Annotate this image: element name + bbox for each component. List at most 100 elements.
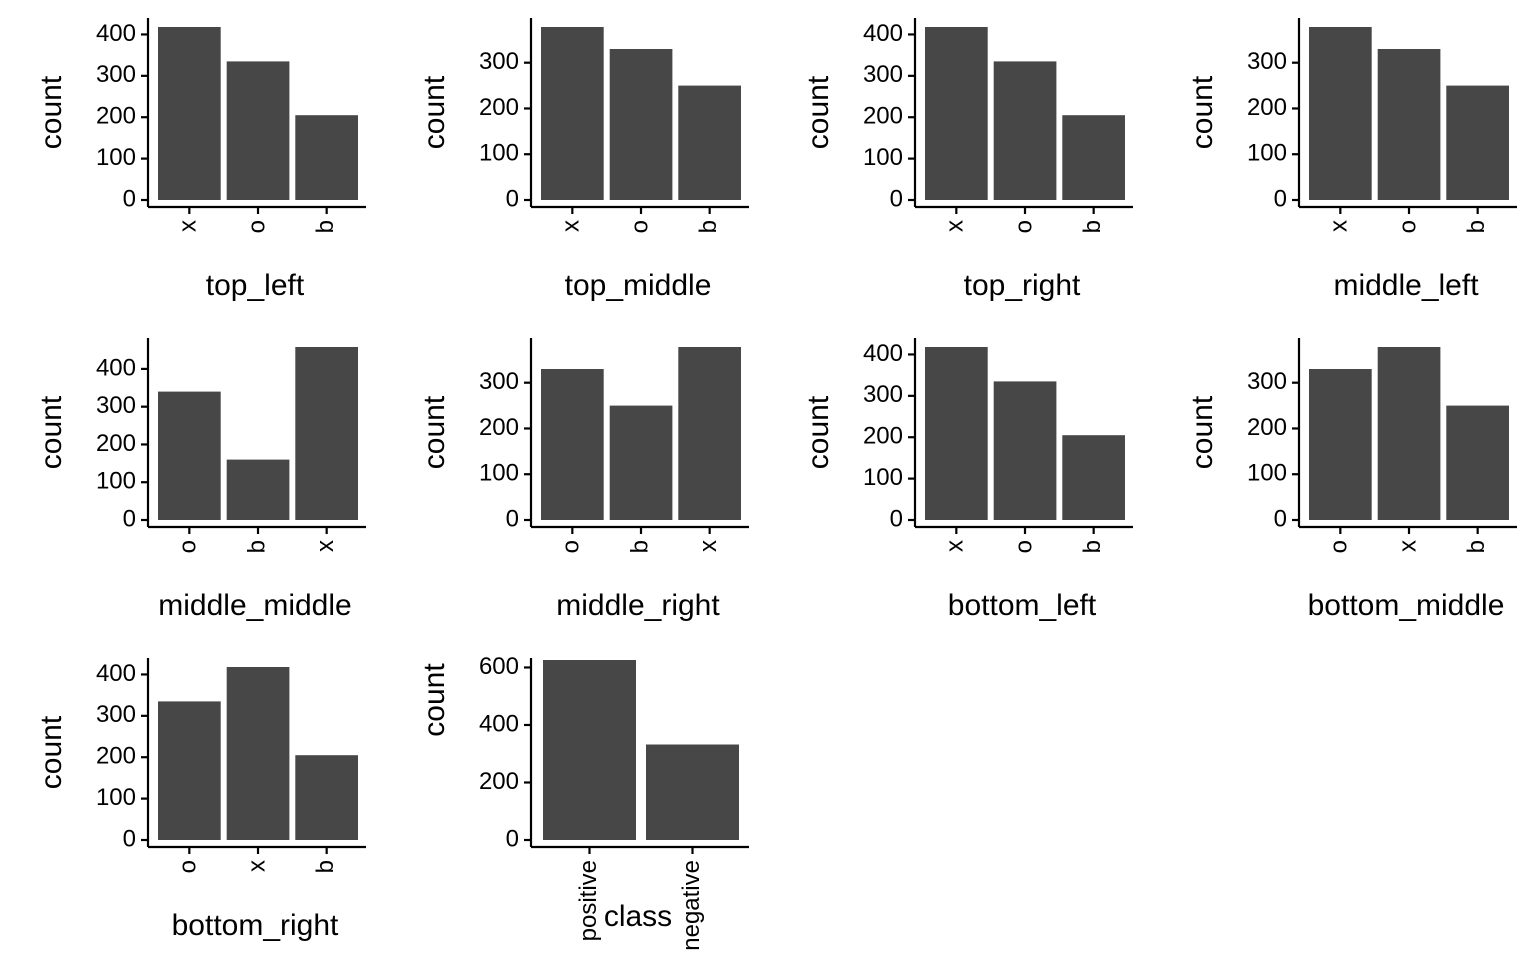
y-tick-label: 0 <box>506 185 519 212</box>
bar-x <box>925 347 988 520</box>
y-axis-title: count <box>418 395 451 469</box>
y-tick-label: 0 <box>123 505 136 532</box>
x-tick-label: b <box>1463 540 1490 553</box>
bar-x <box>541 27 604 200</box>
bar-o <box>993 61 1057 201</box>
bar-o <box>1309 369 1372 520</box>
x-tick-label: o <box>1010 540 1037 553</box>
bar-x <box>678 347 741 520</box>
panel-class: positive negative 0 200 400 600 count class <box>418 653 749 951</box>
y-tick-label: 0 <box>506 505 519 532</box>
y-tick-label: 300 <box>1247 48 1287 75</box>
y-tick-label: 100 <box>1247 460 1287 487</box>
x-tick-label: o <box>558 540 585 553</box>
y-tick-label: 0 <box>1274 185 1287 212</box>
x-tick-label: positive <box>575 860 602 941</box>
bar-o <box>541 369 604 520</box>
panel-middle-middle: o b x 0 100 200 300 400 count middle_middle <box>35 338 366 622</box>
y-tick-label: 200 <box>96 103 136 130</box>
y-tick-label: 300 <box>863 61 903 88</box>
y-tick-label: 400 <box>863 20 903 47</box>
y-axis-title: count <box>802 75 835 149</box>
x-tick-label: x <box>558 220 585 232</box>
y-tick-label: 100 <box>479 140 519 167</box>
x-tick-label: b <box>626 540 653 553</box>
y-tick-label: 100 <box>479 460 519 487</box>
y-tick-label: 100 <box>96 144 136 171</box>
bar-b <box>226 459 290 520</box>
x-axis-title: middle_middle <box>158 589 351 622</box>
y-tick-label: 100 <box>96 784 136 811</box>
y-tick-label: 0 <box>1274 505 1287 532</box>
y-tick-label: 100 <box>863 464 903 491</box>
x-axis-title: middle_left <box>1333 269 1479 302</box>
bar-b <box>609 405 673 520</box>
bar-x <box>295 347 358 520</box>
x-axis-title: class <box>604 900 672 933</box>
y-tick-label: 200 <box>96 430 136 457</box>
y-axis-title: count <box>418 75 451 149</box>
x-tick-label: x <box>243 860 270 872</box>
x-tick-label: b <box>312 860 339 873</box>
bar-b <box>1062 115 1125 200</box>
y-tick-label: 0 <box>890 505 903 532</box>
y-tick-label: 200 <box>1247 414 1287 441</box>
bar-x <box>1377 347 1441 520</box>
panel-bottom-right: o x b 0 100 200 300 400 count bottom_right <box>35 658 366 942</box>
x-axis-title: top_left <box>206 269 305 302</box>
y-tick-label: 200 <box>96 743 136 770</box>
x-tick-label: o <box>1326 540 1353 553</box>
bar-negative <box>646 744 739 840</box>
bar-b <box>1446 85 1509 200</box>
panel-top-right: x o b 0 100 200 300 400 count top_right <box>802 18 1133 302</box>
bar-x <box>1309 27 1372 200</box>
bar-o <box>993 381 1057 520</box>
y-tick-label: 0 <box>123 825 136 852</box>
y-tick-label: 0 <box>506 825 519 852</box>
x-tick-label: negative <box>678 860 705 951</box>
x-tick-label: b <box>1463 220 1490 233</box>
x-tick-label: o <box>175 540 202 553</box>
y-tick-label: 0 <box>890 185 903 212</box>
y-tick-label: 300 <box>96 701 136 728</box>
x-tick-label: x <box>1326 220 1353 232</box>
bar-o <box>1377 49 1441 200</box>
panel-bottom-middle: o x b 0 100 200 300 count bottom_middle <box>1186 338 1517 622</box>
bar-x <box>158 27 221 200</box>
y-tick-label: 100 <box>96 468 136 495</box>
y-tick-label: 400 <box>863 340 903 367</box>
x-tick-label: x <box>312 540 339 552</box>
bar-x <box>925 27 988 200</box>
bar-positive <box>543 660 636 840</box>
y-tick-label: 400 <box>96 660 136 687</box>
panel-top-left: x o b 0 100 200 300 400 count top_left <box>35 18 366 302</box>
y-tick-label: 300 <box>1247 368 1287 395</box>
bar-o <box>226 61 290 201</box>
x-axis-title: bottom_right <box>172 909 339 942</box>
x-axis-title: middle_right <box>556 589 720 622</box>
y-axis-title: count <box>1186 75 1219 149</box>
x-tick-label: o <box>626 220 653 233</box>
bar-o <box>158 701 221 840</box>
x-tick-label: x <box>942 540 969 552</box>
x-tick-label: b <box>695 220 722 233</box>
bar-x <box>226 667 290 840</box>
y-tick-label: 300 <box>863 381 903 408</box>
y-tick-label: 400 <box>96 354 136 381</box>
x-axis-title: top_right <box>964 269 1081 302</box>
y-tick-label: 100 <box>863 144 903 171</box>
panel-middle-left: x o b 0 100 200 300 count middle_left <box>1186 18 1517 302</box>
bar-b <box>1446 405 1509 520</box>
y-axis-title: count <box>418 663 451 737</box>
bar-o <box>158 391 221 520</box>
x-axis-title: bottom_middle <box>1308 589 1505 622</box>
y-axis-title: count <box>802 395 835 469</box>
panel-bottom-left: x o b 0 100 200 300 400 count bottom_left <box>802 338 1133 622</box>
x-tick-label: o <box>1010 220 1037 233</box>
x-tick-label: b <box>1079 220 1106 233</box>
bar-b <box>1062 435 1125 520</box>
panel-middle-right: o b x 0 100 200 300 count middle_right <box>418 338 749 622</box>
y-tick-label: 300 <box>479 48 519 75</box>
x-tick-label: x <box>1394 540 1421 552</box>
